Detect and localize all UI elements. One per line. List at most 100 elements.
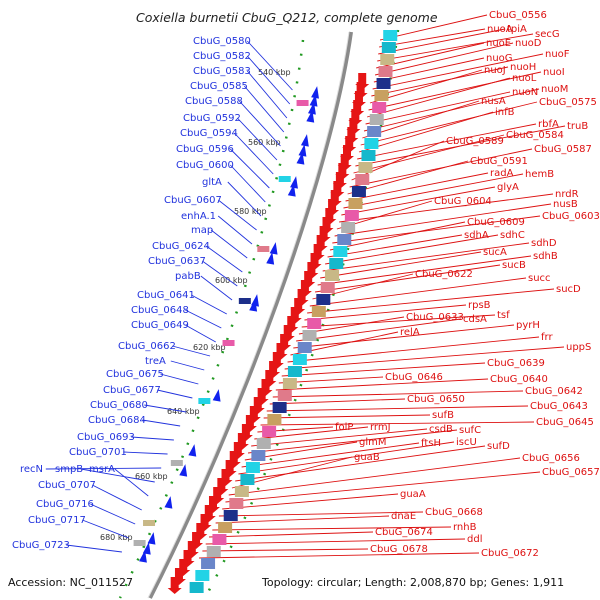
- feature-category-block: [229, 498, 244, 509]
- plus-gene-label: CbuG_0624: [152, 241, 210, 252]
- plus-label-leader: [246, 70, 288, 119]
- minus-gene-label: CbuG_0650: [407, 394, 465, 405]
- minus-gene-label: sdhA: [464, 230, 489, 241]
- feature-category-block: [358, 162, 373, 173]
- minus-gene-label: nuoH: [510, 62, 536, 73]
- plus-gene-label: CbuG_0677: [103, 385, 161, 396]
- plus-gene-label: enhA.1: [181, 211, 216, 222]
- minus-gene-label: rrmJ: [370, 422, 391, 433]
- minus-label-leader: [378, 28, 506, 55]
- plus-label-leader: [131, 436, 174, 441]
- map-title: Coxiella burnetii CbuG_Q212, complete ge…: [136, 10, 438, 25]
- minus-label-leader: [379, 14, 488, 41]
- minus-gene-label: CbuG_0646: [385, 372, 443, 383]
- plus-label-leader: [200, 275, 233, 301]
- feature-category-block: [234, 486, 249, 497]
- minus-gene-label: sucA: [483, 247, 507, 258]
- minus-label-leader: [281, 362, 486, 377]
- feature-category-block: [302, 330, 317, 341]
- genome-backbone-highlight: [147, 31, 350, 599]
- plus-label-leader: [114, 468, 149, 497]
- plus-label-leader: [157, 389, 193, 399]
- plus-gene-label: CbuG_0648: [131, 305, 189, 316]
- minus-label-leader: [327, 234, 463, 258]
- plus-feature-block: [170, 460, 183, 466]
- minus-label-leader: [225, 471, 541, 503]
- minus-label-leader: [309, 277, 527, 307]
- plus-gene-label: CbuG_0585: [190, 81, 248, 92]
- plus-gene-label: CbuG_0580: [193, 36, 251, 47]
- feature-category-block: [383, 30, 398, 41]
- minus-gene-label: CbuG_0656: [522, 453, 580, 464]
- feature-category-block: [333, 246, 348, 257]
- scale-tick-label: 660 kbp: [135, 472, 168, 481]
- feature-category-block: [329, 258, 344, 269]
- plus-gene-label: CbuG_0592: [183, 113, 241, 124]
- minus-label-leader: [293, 324, 515, 349]
- minus-gene-label: guaA: [400, 489, 426, 500]
- minus-gene-label: tpiA: [507, 24, 527, 35]
- minus-label-leader: [325, 234, 499, 265]
- feature-category-block: [344, 210, 359, 221]
- feature-category-block: [351, 186, 366, 197]
- minus-label-leader: [373, 57, 485, 83]
- feature-category-block: [212, 534, 227, 545]
- minus-label-leader: [362, 100, 480, 139]
- plus-gene-label: map: [191, 225, 213, 236]
- minus-gene-label: sdhB: [533, 251, 558, 262]
- plus-gene-label: CbuG_0675: [106, 369, 164, 380]
- minus-label-leader: [228, 457, 521, 496]
- minus-gene-label: sdhD: [531, 238, 557, 249]
- minus-label-leader: [287, 336, 540, 363]
- minus-gene-label: CbuG_0575: [539, 97, 597, 108]
- feature-category-block: [325, 270, 340, 281]
- minus-gene-arrow: [167, 577, 182, 594]
- minus-label-leader: [347, 160, 469, 195]
- feature-category-block: [380, 54, 395, 65]
- feature-category-block: [240, 474, 255, 485]
- feature-category-block: [372, 102, 387, 113]
- plus-label-leader: [185, 324, 216, 343]
- plus-feature-block: [296, 100, 309, 106]
- plus-label-leader: [144, 404, 187, 413]
- feature-category-block: [341, 222, 356, 233]
- minus-label-leader: [307, 288, 555, 314]
- minus-gene-label: sufC: [459, 425, 481, 436]
- minus-gene-label: nrdR: [555, 189, 579, 200]
- minus-label-leader: [251, 428, 428, 447]
- minus-gene-label: CbuG_0603: [542, 211, 600, 222]
- minus-gene-label: folP: [335, 422, 353, 433]
- minus-gene-label: csdB: [429, 424, 453, 435]
- feature-category-block: [206, 546, 221, 557]
- minus-gene-label: uppS: [566, 342, 591, 353]
- plus-gene-arrow: [307, 102, 316, 115]
- minus-gene-label: nusB: [553, 199, 578, 210]
- feature-category-block: [320, 282, 335, 293]
- feature-category-block: [277, 390, 292, 401]
- plus-label-leader: [170, 360, 205, 371]
- minus-gene-label: CbuG_0556: [489, 10, 547, 21]
- topology-label: Topology: circular; Length: 2,008,870 bp…: [261, 576, 564, 589]
- feature-category-block: [364, 138, 379, 149]
- plus-gene-label: CbuG_0716: [36, 499, 94, 510]
- minus-label-leader: [241, 442, 420, 468]
- minus-gene-label: CbuG_0668: [425, 507, 483, 518]
- plus-feature-block: [133, 540, 146, 546]
- plus-gene-label: CbuG_0684: [88, 415, 146, 426]
- feature-category-block: [282, 378, 297, 389]
- plus-gene-label: CbuG_0607: [164, 195, 222, 206]
- plus-gene-label: CbuG_0649: [131, 320, 189, 331]
- minus-label-leader: [218, 511, 424, 517]
- minus-label-leader: [343, 173, 524, 209]
- plus-gene-arrow: [266, 252, 275, 265]
- minus-gene-label: CbuG_0657: [542, 467, 600, 478]
- minus-label-leader: [235, 445, 486, 482]
- minus-label-leader: [369, 69, 483, 104]
- feature-category-block: [287, 366, 302, 377]
- minus-label-leader: [202, 548, 369, 552]
- feature-category-block: [201, 558, 216, 569]
- minus-gene-label: CbuG_0643: [530, 401, 588, 412]
- plus-feature-block: [278, 176, 291, 182]
- minus-gene-label: nusA: [481, 96, 506, 107]
- plus-gene-arrow: [290, 176, 298, 189]
